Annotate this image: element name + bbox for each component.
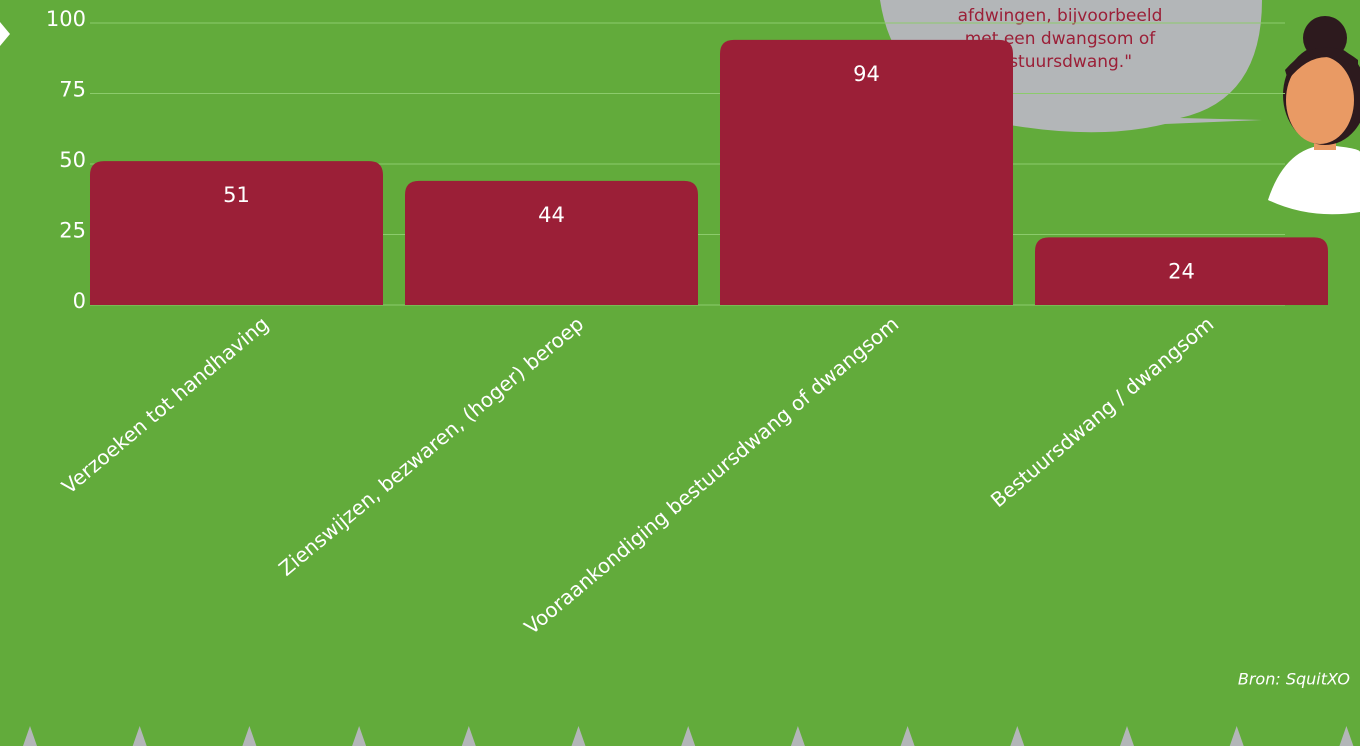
- decor-triangle: [571, 726, 586, 746]
- bar: [720, 39, 1013, 306]
- decor-triangle: [132, 726, 147, 746]
- value-label: 94: [853, 62, 880, 86]
- decor-triangle: [790, 726, 805, 746]
- avatar: [1268, 16, 1360, 215]
- corner-icon: [0, 22, 10, 46]
- decor-triangle: [1339, 726, 1354, 746]
- annotation-line: afdwingen, bijvoorbeeld: [958, 6, 1163, 26]
- avatar-fringe: [1285, 47, 1358, 80]
- annotation-line: met een dwangsom of: [965, 29, 1156, 49]
- bar: [1035, 237, 1328, 305]
- bar: [405, 180, 698, 305]
- decor-triangle: [1010, 726, 1025, 746]
- source: Bron: SquitXO: [1238, 670, 1350, 689]
- y-tick-label: 0: [73, 289, 86, 313]
- decor-triangle: [1229, 726, 1244, 746]
- decor-triangle: [1120, 726, 1134, 746]
- bar: [90, 161, 383, 305]
- decor-triangle: [352, 726, 367, 746]
- avatar-body: [1268, 145, 1360, 215]
- decor-triangle: [242, 726, 257, 746]
- y-tick-label: 100: [46, 7, 86, 31]
- decor-triangle: [900, 726, 915, 746]
- avatar-face: [1286, 56, 1354, 144]
- y-tick-label: 75: [59, 78, 86, 102]
- annotation-line: bestuursdwang.": [988, 52, 1132, 72]
- decor-triangle: [23, 726, 37, 746]
- decor-triangle: [681, 726, 696, 746]
- y-tick-label: 50: [59, 148, 86, 172]
- y-tick-label: 25: [59, 219, 86, 243]
- value-label: 44: [538, 203, 565, 227]
- decor-triangle: [461, 726, 476, 746]
- value-label: 24: [1168, 259, 1195, 283]
- value-label: 51: [223, 183, 250, 207]
